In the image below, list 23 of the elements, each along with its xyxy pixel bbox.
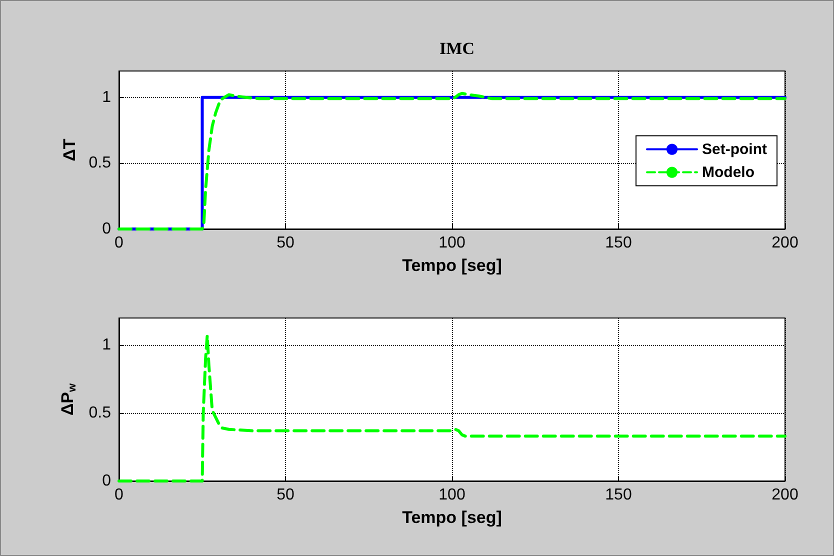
x-axis-title: Tempo [seg] xyxy=(402,256,502,275)
y-axis-title: ΔT xyxy=(60,138,79,162)
x-tick-label: 0 xyxy=(114,234,124,252)
x-tick-label: 100 xyxy=(438,234,466,252)
y-axis-title: ΔPw xyxy=(58,383,78,416)
legend-label: Set-point xyxy=(702,140,768,158)
x-tick-label: 50 xyxy=(276,234,294,252)
x-tick-label: 0 xyxy=(114,486,124,504)
y-tick-label: 1 xyxy=(102,88,112,106)
y-tick-label: 0 xyxy=(102,472,112,490)
x-tick-label: 200 xyxy=(772,486,798,504)
x-axis-title: Tempo [seg] xyxy=(402,508,502,527)
x-tick-label: 200 xyxy=(772,234,798,252)
y-tick-label: 0.5 xyxy=(88,154,112,172)
x-tick-label: 100 xyxy=(438,486,466,504)
x-tick-label: 150 xyxy=(605,234,632,252)
x-tick-label: 50 xyxy=(276,486,294,504)
chart-title: IMC xyxy=(440,39,474,58)
x-tick-label: 150 xyxy=(605,486,632,504)
y-tick-label: 1 xyxy=(102,336,112,354)
y-tick-label: 0 xyxy=(102,220,112,238)
legend-label: Modelo xyxy=(702,164,755,181)
y-tick-label: 0.5 xyxy=(88,404,112,422)
